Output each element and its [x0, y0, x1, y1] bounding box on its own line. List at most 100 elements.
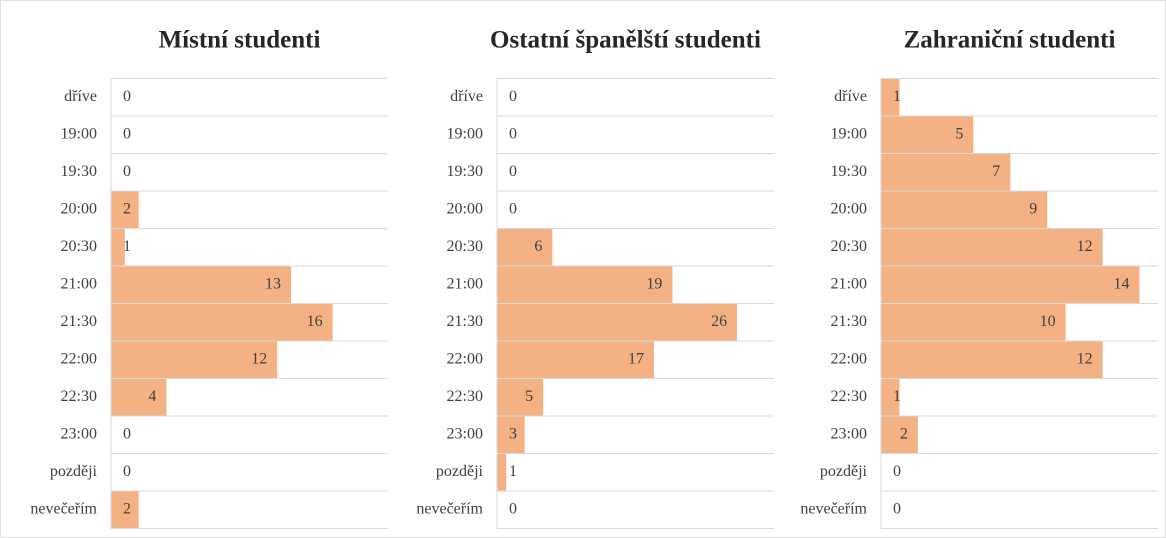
y-tick-label: 19:00 — [447, 125, 483, 142]
y-tick-label: 21:30 — [447, 313, 483, 330]
y-tick-label: dříve — [64, 88, 97, 105]
bar — [111, 491, 139, 529]
y-tick-label: 20:00 — [61, 200, 97, 217]
value-label: 0 — [123, 163, 131, 180]
value-label: 26 — [711, 313, 727, 330]
y-tick-label: 21:00 — [831, 275, 867, 292]
y-tick-label: 21:30 — [831, 313, 867, 330]
y-tick-label: 21:30 — [61, 313, 97, 330]
y-tick-label: 19:30 — [447, 163, 483, 180]
bar — [111, 191, 139, 229]
bar — [881, 191, 1048, 229]
y-tick-label: později — [50, 463, 98, 480]
bar — [497, 453, 507, 491]
bar — [881, 228, 1103, 266]
value-label: 12 — [1077, 238, 1093, 255]
bar — [881, 78, 900, 116]
value-label: 14 — [1114, 275, 1130, 292]
y-tick-label: 21:00 — [61, 275, 97, 292]
bar — [881, 416, 918, 454]
value-label: 0 — [509, 200, 517, 217]
y-tick-label: 22:30 — [61, 388, 97, 405]
bar — [497, 266, 673, 304]
value-label: 6 — [534, 238, 542, 255]
y-tick-label: dříve — [450, 88, 483, 105]
y-tick-label: 21:00 — [447, 275, 483, 292]
bar — [881, 116, 974, 154]
chart-title: Místní studenti — [159, 27, 321, 54]
y-tick-label: 20:00 — [447, 200, 483, 217]
bar — [497, 341, 654, 379]
bar — [881, 378, 900, 416]
y-tick-label: 19:30 — [831, 163, 867, 180]
y-tick-label: 22:30 — [447, 388, 483, 405]
value-label: 7 — [992, 163, 1000, 180]
value-label: 0 — [123, 88, 131, 105]
y-tick-label: 22:00 — [831, 350, 867, 367]
y-tick-label: 20:30 — [447, 238, 483, 255]
y-tick-label: nevečeřím — [30, 500, 97, 517]
value-label: 1 — [893, 388, 901, 405]
y-tick-label: nevečeřím — [416, 500, 483, 517]
bar — [881, 341, 1103, 379]
value-label: 0 — [123, 463, 131, 480]
value-label: 2 — [123, 200, 131, 217]
value-label: 19 — [646, 275, 662, 292]
value-label: 17 — [628, 350, 644, 367]
value-label: 0 — [123, 425, 131, 442]
y-tick-label: 23:00 — [831, 425, 867, 442]
bar — [497, 228, 553, 266]
bar — [497, 303, 738, 341]
y-tick-label: dříve — [834, 88, 867, 105]
value-label: 0 — [123, 125, 131, 142]
y-tick-label: 19:30 — [61, 163, 97, 180]
value-label: 1 — [509, 463, 517, 480]
value-label: 5 — [955, 125, 963, 142]
value-label: 16 — [307, 313, 323, 330]
y-tick-label: 23:00 — [61, 425, 97, 442]
bar — [111, 266, 292, 304]
bar — [497, 416, 525, 454]
value-label: 0 — [509, 163, 517, 180]
value-label: 1 — [123, 238, 131, 255]
y-tick-label: 20:00 — [831, 200, 867, 217]
value-label: 5 — [525, 388, 533, 405]
y-tick-label: 22:00 — [447, 350, 483, 367]
value-label: 12 — [1077, 350, 1093, 367]
bar — [881, 153, 1011, 191]
y-tick-label: 22:30 — [831, 388, 867, 405]
y-tick-label: 19:00 — [61, 125, 97, 142]
value-label: 13 — [265, 275, 281, 292]
value-label: 2 — [900, 425, 908, 442]
y-tick-label: 22:00 — [61, 350, 97, 367]
y-tick-label: nevečeřím — [800, 500, 867, 517]
bar — [111, 303, 333, 341]
value-label: 1 — [893, 88, 901, 105]
value-label: 12 — [251, 350, 267, 367]
y-tick-label: později — [436, 463, 484, 480]
value-label: 9 — [1029, 200, 1037, 217]
value-label: 2 — [123, 500, 131, 517]
bar — [497, 378, 544, 416]
y-tick-label: později — [820, 463, 868, 480]
y-tick-label: 19:00 — [831, 125, 867, 142]
chart-title: Ostatní španělští studenti — [490, 27, 761, 54]
value-label: 3 — [509, 425, 517, 442]
value-label: 0 — [509, 125, 517, 142]
value-label: 4 — [148, 388, 156, 405]
bar — [111, 341, 278, 379]
bar — [111, 378, 167, 416]
y-tick-label: 20:30 — [61, 238, 97, 255]
bar — [881, 266, 1140, 304]
y-tick-label: 23:00 — [447, 425, 483, 442]
value-label: 10 — [1040, 313, 1056, 330]
bar — [881, 303, 1066, 341]
y-tick-label: 20:30 — [831, 238, 867, 255]
value-label: 0 — [509, 500, 517, 517]
value-label: 0 — [893, 463, 901, 480]
bar — [111, 228, 125, 266]
value-label: 0 — [893, 500, 901, 517]
value-label: 0 — [509, 88, 517, 105]
